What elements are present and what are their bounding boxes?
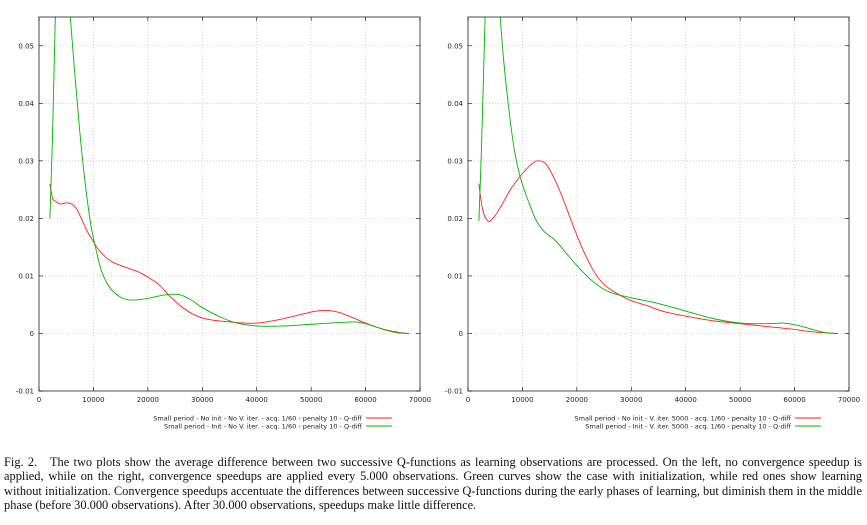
series-lines [49, 17, 410, 334]
legend-label: Small period - Init - V. iter. 5000 - ac… [585, 422, 791, 430]
y-tick-label: -0.01 [445, 388, 463, 396]
legend-label: Small period - No init - No V. iter. - a… [153, 414, 362, 422]
series-line-red [49, 183, 410, 334]
y-tick-label: 0.01 [447, 272, 463, 280]
x-tick-label: 0 [37, 396, 41, 404]
y-tick-label: 0.02 [18, 215, 34, 223]
x-tick-label: 60000 [354, 396, 376, 404]
legend-label: Small period - No init - V. iter. 5000 -… [575, 414, 792, 422]
figure-caption: Fig. 2. The two plots show the average d… [4, 455, 862, 512]
x-tick-label: 70000 [409, 396, 431, 404]
y-tick-label: 0.03 [18, 157, 34, 165]
figure: 0 10000 20000 30000 40000 50000 60000 70000 -0.0… [16, 16, 860, 430]
y-tick-label: 0.02 [447, 215, 463, 223]
y-tick-label: 0 [459, 330, 463, 338]
x-tick-label: 30000 [191, 396, 213, 404]
x-tick-label: 50000 [300, 396, 322, 404]
x-tick-label: 50000 [729, 396, 751, 404]
series-line-red [478, 160, 839, 334]
y-tick-label: 0 [30, 330, 34, 338]
x-tick-label: 40000 [675, 396, 697, 404]
x-tick-label: 60000 [783, 396, 805, 404]
y-tick-label: -0.01 [16, 388, 34, 396]
x-tick-label: 20000 [137, 396, 159, 404]
figure-svg: 0 10000 20000 30000 40000 50000 60000 70000 -0.0… [16, 16, 860, 430]
y-tick-label: 0.01 [18, 272, 34, 280]
y-tick-label: 0.05 [447, 42, 463, 50]
x-tick-label: 0 [466, 396, 470, 404]
y-tick-label: 0.04 [447, 100, 463, 108]
x-tick-label: 10000 [82, 396, 104, 404]
plot-frame [38, 16, 421, 392]
plot-frame [467, 16, 850, 392]
x-tick-label: 70000 [838, 396, 860, 404]
x-tick-label: 20000 [566, 396, 588, 404]
caption-text: The two plots show the average differenc… [4, 455, 862, 512]
x-tick-label: 10000 [511, 396, 533, 404]
x-tick-label: 30000 [620, 396, 642, 404]
chart-panel-2: 0 10000 20000 30000 40000 50000 60000 70000 -0.0… [445, 16, 860, 430]
y-tick-label: 0.04 [18, 100, 34, 108]
legend-label: Small period - Init - No V. iter. - acq.… [164, 422, 362, 430]
series-line-green [49, 17, 410, 334]
series-line-green [478, 17, 839, 334]
y-tick-label: 0.03 [447, 157, 463, 165]
series-lines [478, 17, 839, 334]
chart-panel-1: 0 10000 20000 30000 40000 50000 60000 70000 -0.0… [16, 16, 431, 430]
y-tick-label: 0.05 [18, 42, 34, 50]
x-tick-label: 40000 [246, 396, 268, 404]
caption-label: Fig. 2. [4, 455, 38, 469]
